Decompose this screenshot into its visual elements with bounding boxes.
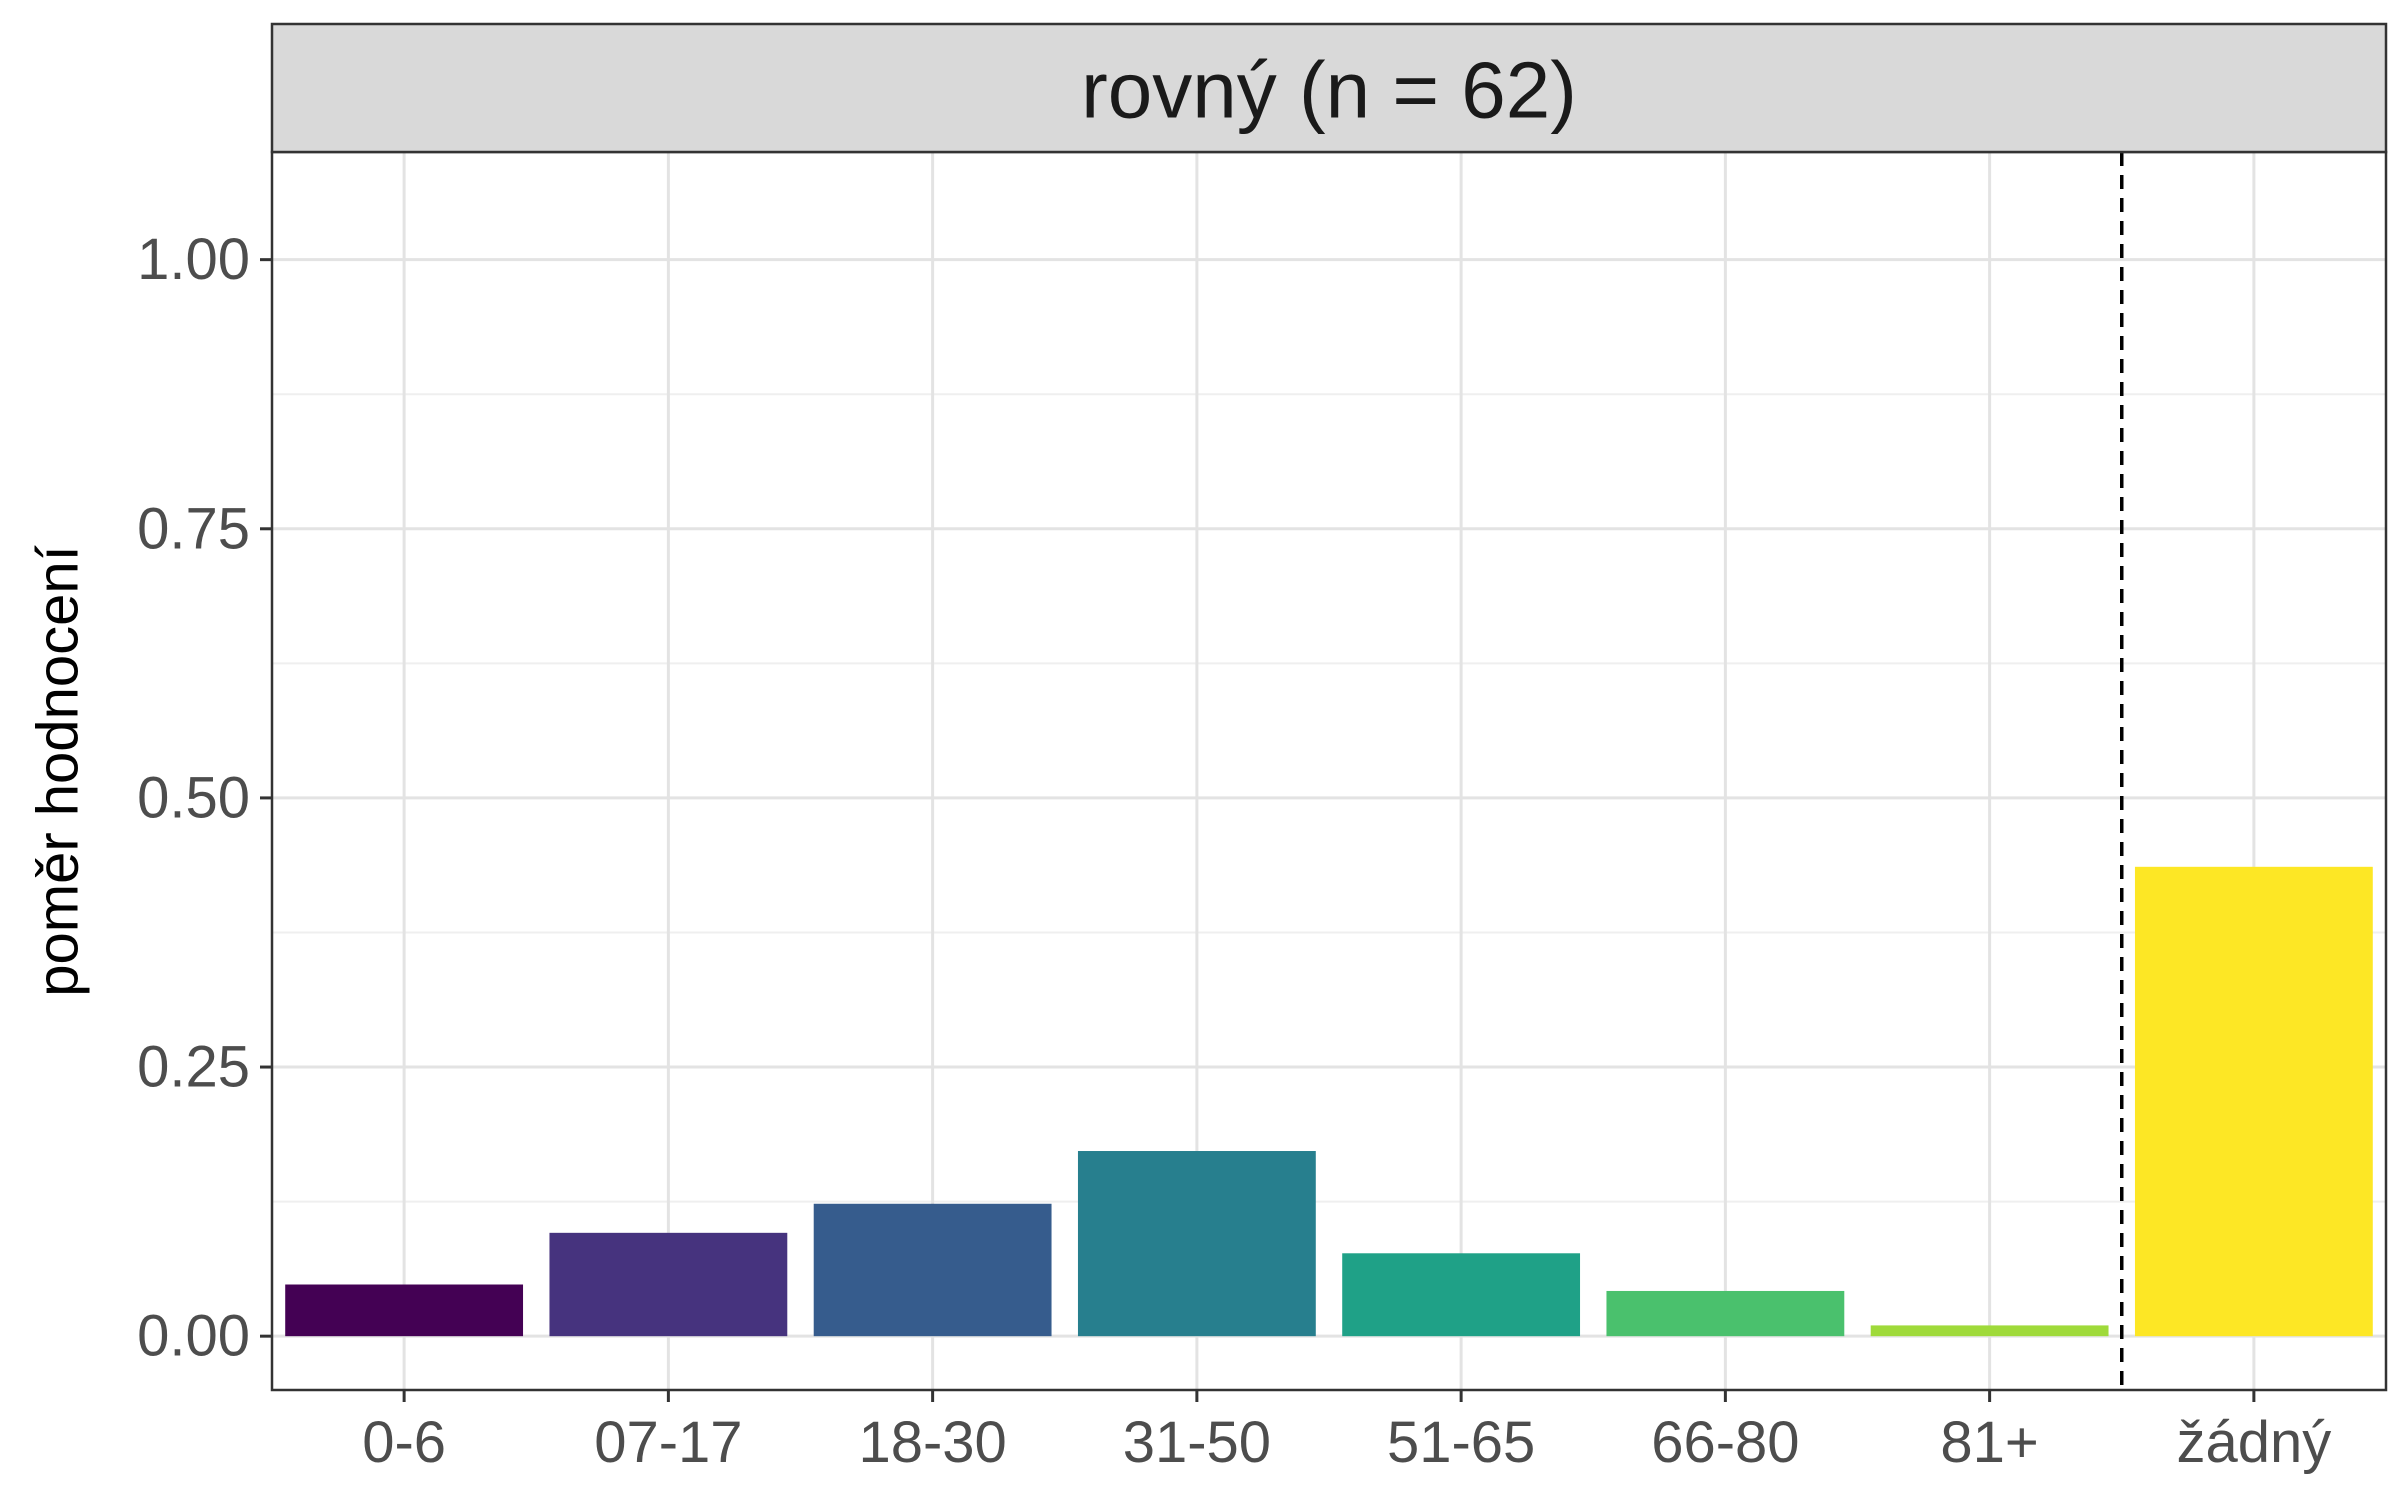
y-tick-label: 0.75: [137, 496, 250, 561]
bar: [549, 1232, 788, 1337]
bar: [285, 1284, 524, 1337]
facet-title: rovný (n = 62): [1081, 46, 1577, 135]
panel-border: [270, 150, 2388, 1392]
bar: [1342, 1253, 1581, 1337]
bars: [285, 866, 2373, 1337]
x-axis: 0-6 07-17 18-30 31-50 51-65 66-80 81+ žádný: [362, 1390, 2331, 1475]
y-tick-label: 0.00: [137, 1304, 250, 1369]
y-tick-label: 1.00: [137, 227, 250, 292]
x-tick-label: 0-6: [362, 1410, 446, 1475]
bar: [813, 1203, 1052, 1337]
bar: [1077, 1151, 1316, 1337]
y-axis-title: poměr hodnocení: [26, 545, 91, 996]
bar: [2134, 866, 2373, 1337]
y-tick-label: 0.25: [137, 1035, 250, 1100]
facet-strip: [270, 22, 2388, 154]
bar: [1870, 1325, 2109, 1337]
x-tick-label: 51-65: [1387, 1410, 1535, 1475]
x-tick-label: 07-17: [594, 1410, 742, 1475]
y-axis: 0.00 0.25 0.50 0.75 1.00: [137, 227, 272, 1369]
y-tick-label: 0.50: [137, 765, 250, 830]
bar: [1606, 1290, 1845, 1337]
x-tick-label: 66-80: [1651, 1410, 1799, 1475]
x-tick-label: 31-50: [1123, 1410, 1271, 1475]
x-tick-label: 81+: [1940, 1410, 2038, 1475]
x-tick-label: 18-30: [858, 1410, 1006, 1475]
x-tick-label: žádný: [2176, 1410, 2331, 1475]
grid-lines: [272, 152, 2386, 1390]
